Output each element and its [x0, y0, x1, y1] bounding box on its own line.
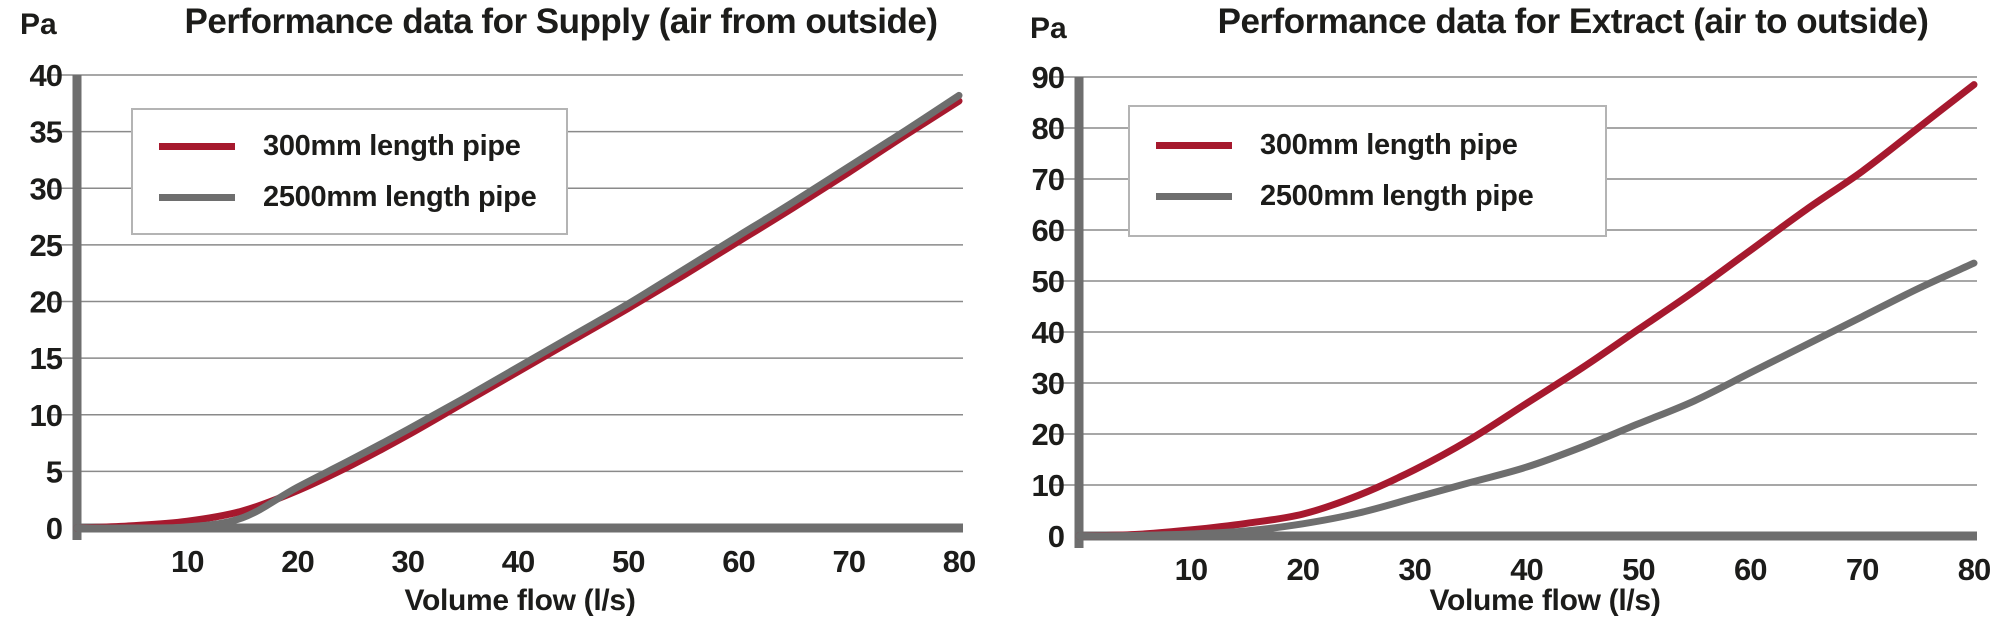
legend-item-2500mm: 2500mm length pipe — [1156, 180, 1605, 213]
x-tick-label-40: 40 — [1510, 552, 1542, 587]
y-tick-label-25: 25 — [30, 228, 63, 263]
legend-label-300mm: 300mm length pipe — [1260, 129, 1518, 161]
y-tick-label-60: 60 — [1032, 213, 1064, 248]
x-tick-label-50: 50 — [612, 544, 644, 579]
legend-item-2500mm: 2500mm length pipe — [159, 181, 566, 214]
y-tick-label-20: 20 — [30, 285, 62, 320]
x-axis-title-extract: Volume flow (l/s) — [1429, 584, 1661, 617]
x-tick-label-70: 70 — [1846, 552, 1878, 587]
legend-extract: 300mm length pipe 2500mm length pipe — [1128, 105, 1607, 237]
chart-title-extract: Performance data for Extract (air to out… — [1217, 2, 1929, 41]
x-tick-label-10: 10 — [171, 544, 203, 579]
extract-chart: Pa Performance data for Extract (air to … — [1002, 0, 2004, 638]
x-axis-baseline — [72, 523, 963, 533]
curve-2500mm-length-pipe — [73, 91, 963, 532]
y-tick-label-80: 80 — [1032, 111, 1064, 146]
y-tick-label-0: 0 — [46, 511, 62, 546]
legend-swatch-300mm — [159, 142, 235, 150]
y-tick-label-70: 70 — [1032, 162, 1064, 197]
y-tick-label-5: 5 — [46, 454, 63, 489]
x-tick-label-60: 60 — [722, 544, 754, 579]
legend-label-2500mm: 2500mm length pipe — [263, 180, 537, 213]
legend-item-300mm: 300mm length pipe — [159, 130, 566, 163]
x-tick-label-60: 60 — [1734, 552, 1766, 587]
y-tick-label-40: 40 — [1032, 315, 1064, 350]
supply-chart: Pa Performance data for Supply (air from… — [20, 2, 977, 617]
legend-label-2500mm: 2500mm length pipe — [1260, 180, 1534, 212]
legend-swatch-300mm — [1156, 142, 1232, 149]
legend-swatch-2500mm — [1156, 193, 1232, 200]
x-axis-title-supply: Volume flow (l/s) — [404, 584, 636, 617]
y-tick-label-20: 20 — [1032, 417, 1064, 452]
y-tick-label-90: 90 — [1032, 60, 1064, 95]
x-axis-baseline — [1074, 531, 1977, 541]
x-tick-label-70: 70 — [833, 544, 865, 579]
y-tick-label-40: 40 — [30, 58, 62, 93]
y-axis-unit-label: Pa — [20, 8, 57, 41]
y-tick-label-30: 30 — [1032, 366, 1064, 401]
y-axis-unit-label: Pa — [1030, 12, 1067, 45]
legend-item-300mm: 300mm length pipe — [1156, 129, 1605, 162]
y-tick-label-10: 10 — [1032, 468, 1064, 503]
x-tick-label-30: 30 — [392, 544, 424, 579]
y-tick-label-50: 50 — [1032, 264, 1064, 299]
curve-2500mm-length-pipe — [1075, 259, 1978, 540]
x-tick-label-40: 40 — [502, 544, 534, 579]
x-tick-label-20: 20 — [281, 544, 313, 579]
y-axis-spine — [72, 75, 82, 540]
supply-plot-svg: 0 5 10 15 20 25 30 35 40 10 20 30 40 50 60 70 80 — [30, 58, 977, 579]
y-tick-label-30: 30 — [30, 171, 62, 206]
y-tick-label-35: 35 — [30, 115, 63, 150]
x-tick-label-20: 20 — [1287, 552, 1319, 587]
y-tick-label-0: 0 — [1048, 519, 1064, 554]
x-tick-label-50: 50 — [1622, 552, 1654, 587]
x-tick-label-80: 80 — [1958, 552, 1990, 587]
legend-label-300mm: 300mm length pipe — [263, 129, 521, 162]
x-tick-label-80: 80 — [943, 544, 975, 579]
y-tick-label-10: 10 — [30, 398, 62, 433]
curve-300mm-length-pipe — [73, 97, 963, 532]
extract-plot-svg: 0 10 20 30 40 50 60 70 80 90 10 20 30 40 50 60 70 80 — [1032, 60, 1992, 587]
curve-300mm-length-pipe — [1075, 81, 1978, 540]
x-tick-label-30: 30 — [1398, 552, 1430, 587]
y-tick-label-15: 15 — [30, 341, 63, 376]
legend-swatch-2500mm — [159, 193, 235, 201]
y-axis-spine — [1074, 77, 1084, 548]
legend-supply: 300mm length pipe 2500mm length pipe — [131, 108, 568, 235]
x-tick-label-10: 10 — [1175, 552, 1207, 587]
chart-title-supply: Performance data for Supply (air from ou… — [184, 2, 938, 41]
